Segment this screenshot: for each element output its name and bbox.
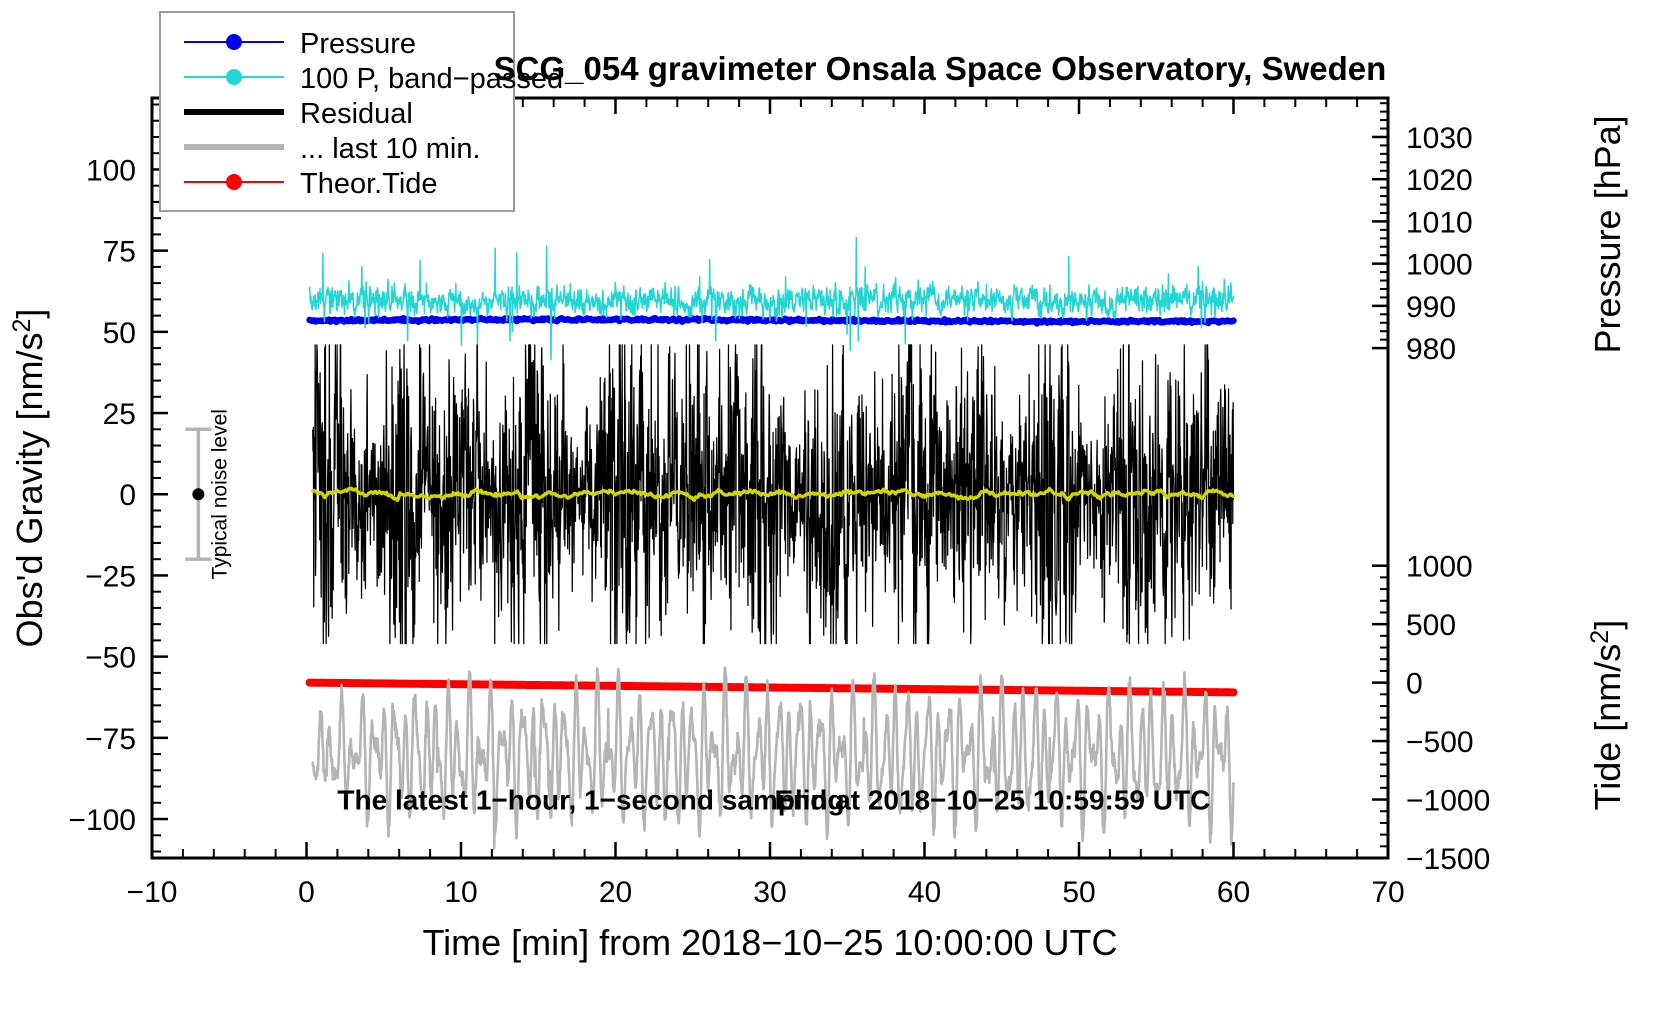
page-title: SCG_054 gravimeter Onsala Space Observat…	[494, 50, 1387, 87]
x-tick-label: 60	[1217, 876, 1250, 909]
x-tick-label: 70	[1371, 876, 1404, 909]
trace-pressure	[306, 314, 1237, 327]
tide-tick-label: −1000	[1406, 785, 1490, 818]
noise-center-dot	[192, 488, 205, 501]
x-tick-label: 0	[298, 876, 315, 909]
data-traces-layer	[305, 236, 1238, 850]
x-tick-label: 20	[599, 876, 632, 909]
tide-tick-label: 500	[1406, 609, 1456, 642]
pressure-tick-label: 990	[1406, 291, 1456, 324]
sampling-note: The latest 1−hour, 1−second sampling	[337, 784, 844, 815]
legend-marker-icon	[226, 69, 242, 85]
y-tick-label: 100	[86, 154, 136, 187]
x-axis-title: Time [min] from 2018−10−25 10:00:00 UTC	[422, 922, 1117, 963]
y-tick-label: −100	[68, 804, 136, 837]
trace-residual	[312, 344, 1235, 645]
trace-bandpassed-pressure	[308, 236, 1235, 361]
legend-entry-label: 100 P, band−passed	[300, 63, 563, 95]
legend-entry-label: Theor.Tide	[300, 168, 438, 200]
legend-entry-label: Pressure	[300, 28, 416, 60]
tide-tick-label: −1500	[1406, 843, 1490, 876]
tide-tick-label: 1000	[1406, 551, 1473, 584]
y-tick-label: 0	[119, 479, 136, 512]
x-tick-label: 40	[908, 876, 941, 909]
legend-entry-label: ... last 10 min.	[300, 133, 481, 165]
trace-theoretical-tide	[305, 678, 1238, 697]
pressure-tick-label: 1020	[1406, 164, 1473, 197]
tide-axis-title: Tide [nm/s2]	[1586, 620, 1628, 811]
x-tick-label: 50	[1062, 876, 1095, 909]
pressure-tick-label: 1010	[1406, 206, 1473, 239]
end-time-note: End at 2018−10−25 10:59:59 UTC	[775, 784, 1211, 815]
pressure-axis-title: Pressure [hPa]	[1587, 115, 1628, 353]
typical-noise-level-label: Typical noise level	[208, 409, 231, 579]
legend-entry-label: Residual	[300, 98, 413, 130]
y-tick-label: −50	[85, 642, 136, 675]
legend-entry[interactable]: 100 P, band−passed	[184, 63, 563, 95]
legend-entry[interactable]: ... last 10 min.	[184, 133, 481, 165]
axis-labels-layer: −10 0 10 20 30 40 50 60 701007550250−25−50−75−10…	[8, 115, 1628, 963]
y-axis-title: Obs'd Gravity [nm/s2]	[8, 309, 50, 648]
x-tick-label: 10	[444, 876, 477, 909]
legend-entry[interactable]: Pressure	[184, 28, 416, 60]
legend-marker-icon	[226, 34, 242, 50]
tide-tick-label: −500	[1406, 726, 1474, 759]
y-tick-label: 50	[103, 317, 136, 350]
tide-tick-label: 0	[1406, 668, 1423, 701]
pressure-tick-label: 1030	[1406, 122, 1473, 155]
annotations-layer: The latest 1−hour, 1−second samplingEnd …	[185, 409, 1210, 815]
typical-noise-level-marker: Typical noise level	[185, 409, 231, 579]
x-tick-label: −10	[127, 876, 178, 909]
y-tick-label: 75	[103, 236, 136, 269]
axes-layer	[150, 96, 1390, 860]
x-tick-label: 30	[753, 876, 786, 909]
pressure-tick-label: 980	[1406, 333, 1456, 366]
legend-entry[interactable]: Residual	[184, 98, 413, 130]
y-tick-label: 25	[103, 398, 136, 431]
trace-last-10-min	[311, 666, 1235, 850]
trace-smoothed-residual	[310, 486, 1236, 503]
legend-marker-icon	[226, 174, 242, 190]
y-tick-label: −25	[85, 560, 136, 593]
pressure-tick-label: 1000	[1406, 249, 1473, 282]
legend-entry[interactable]: Theor.Tide	[184, 168, 438, 200]
y-tick-label: −75	[85, 723, 136, 756]
